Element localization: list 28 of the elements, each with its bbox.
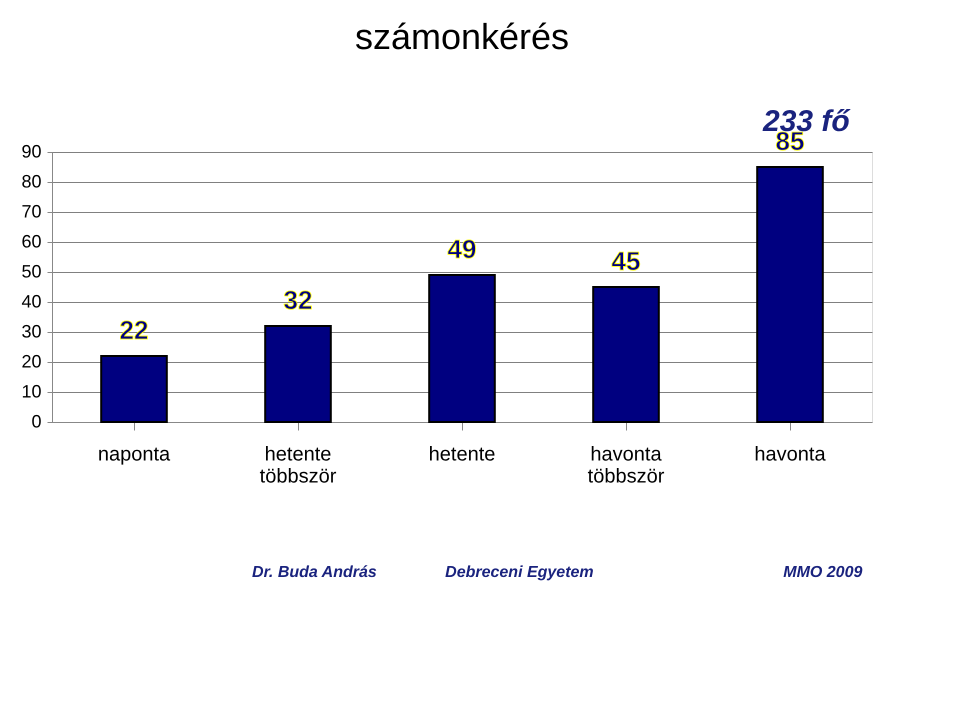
x-tick-label: naponta xyxy=(98,444,172,466)
text: MMO 2009 xyxy=(783,564,862,581)
y-tick-label: 90 xyxy=(21,142,42,162)
y-tick-label: 20 xyxy=(21,352,42,372)
y-tick-label: 40 xyxy=(21,292,42,312)
y-tick-label: 70 xyxy=(21,202,42,222)
x-tick-label: havonta többször xyxy=(588,444,665,488)
data-label: 22 xyxy=(120,315,148,345)
bar xyxy=(592,286,660,423)
y-tick-label: 30 xyxy=(21,322,42,342)
x-tick-label: hetente többször xyxy=(260,444,337,488)
y-tick-label: 10 xyxy=(21,382,42,402)
bar xyxy=(756,166,824,423)
x-tick-label: hetente xyxy=(428,444,496,466)
y-tick-label: 80 xyxy=(21,172,42,192)
y-tick-label: 0 xyxy=(31,412,42,432)
chart-title: számonkérés xyxy=(354,16,570,57)
x-tick-label: havonta xyxy=(754,444,826,466)
y-tick-label: 50 xyxy=(21,262,42,282)
bar xyxy=(264,325,332,423)
bar xyxy=(428,274,496,423)
text: Debreceni Egyetem xyxy=(445,564,594,581)
y-tick-label: 60 xyxy=(21,232,42,252)
data-label: 32 xyxy=(284,285,312,315)
bar xyxy=(100,355,168,423)
data-label: 45 xyxy=(612,246,640,276)
data-label: 49 xyxy=(448,234,476,264)
text: Dr. Buda András xyxy=(252,564,377,581)
